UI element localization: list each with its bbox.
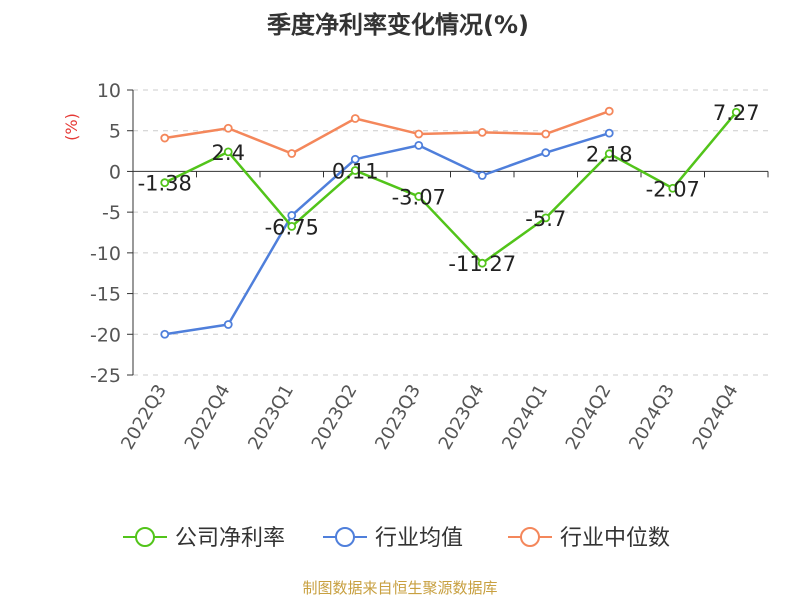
data-label: 2.4: [212, 141, 245, 165]
data-label: 0.11: [332, 160, 379, 184]
data-point: [223, 147, 233, 157]
series-line-2: [164, 109, 610, 155]
data-point: [541, 129, 551, 139]
data-labels: -1.38 2.4 -6.75 0.11 -3.07 -11.27 -5.7 2.18 -2.0…: [138, 101, 760, 276]
footer-source: 制图数据来自恒生聚源数据库: [302, 579, 497, 597]
data-point: [350, 154, 360, 164]
y-axis-label: (%): [62, 113, 81, 141]
x-tick-label: 2024Q4: [689, 381, 743, 453]
data-point: [541, 148, 551, 158]
y-tick-label: 5: [109, 121, 121, 143]
data-label: -11.27: [448, 252, 516, 276]
legend-label: 公司净利率: [175, 526, 285, 551]
data-point: [223, 320, 233, 329]
y-tick-label: 10: [97, 80, 121, 102]
chart-title: 季度净利率变化情况(%): [267, 11, 529, 39]
y-tick-label: 0: [109, 161, 121, 183]
data-point: [414, 140, 424, 150]
data-point: [160, 133, 170, 143]
x-tick-label: 2023Q2: [308, 381, 362, 453]
data-point: [604, 128, 614, 138]
data-label: -5.7: [525, 207, 566, 231]
x-tick-label: 2024Q3: [625, 381, 679, 453]
data-point: [350, 114, 360, 123]
data-point: [477, 127, 487, 137]
y-tick-label: -20: [90, 324, 121, 346]
data-point: [287, 210, 297, 220]
data-point: [414, 192, 424, 201]
x-tick-label: 2023Q1: [244, 381, 298, 453]
y-tick-label: -10: [90, 243, 121, 265]
legend-label: 行业中位数: [560, 526, 670, 551]
data-point: [160, 329, 170, 339]
data-point: [287, 149, 297, 158]
data-point: [414, 129, 424, 139]
x-tick-label: 2023Q4: [435, 381, 489, 453]
data-label: 7.27: [713, 101, 760, 125]
series: [160, 106, 741, 339]
legend-marker: [135, 527, 155, 547]
data-point: [731, 107, 741, 117]
data-point: [541, 213, 551, 223]
series-line-0: [164, 111, 738, 265]
y-tick-label: -5: [102, 202, 121, 224]
data-point: [668, 183, 678, 193]
x-tick-label: 2023Q3: [371, 381, 425, 453]
data-label: 2.18: [586, 143, 633, 167]
data-point: [350, 166, 360, 175]
data-point: [604, 106, 614, 116]
x-tick-label: 2022Q4: [181, 381, 235, 453]
x-tick-label: 2024Q2: [562, 381, 616, 453]
y-tick-label: -25: [90, 365, 121, 387]
x-tick-label: 2022Q3: [117, 381, 171, 453]
legend: 公司净利率 行业均值 行业中位数: [123, 526, 670, 551]
data-point: [477, 171, 487, 180]
data-point: [160, 178, 170, 188]
legend-label: 行业均值: [375, 526, 463, 551]
data-point: [223, 123, 233, 133]
x-tick-label: 2024Q1: [498, 381, 552, 453]
data-point: [287, 221, 297, 231]
data-label: -6.75: [265, 215, 319, 239]
data-label: -2.07: [646, 177, 700, 201]
data-label: -1.38: [138, 172, 192, 196]
series-line-1: [164, 131, 610, 336]
legend-marker: [520, 527, 540, 547]
legend-marker: [335, 527, 355, 547]
data-label: -3.07: [392, 185, 446, 209]
y-tick-label: -15: [90, 284, 121, 306]
data-point: [604, 149, 614, 159]
data-point: [477, 258, 487, 268]
